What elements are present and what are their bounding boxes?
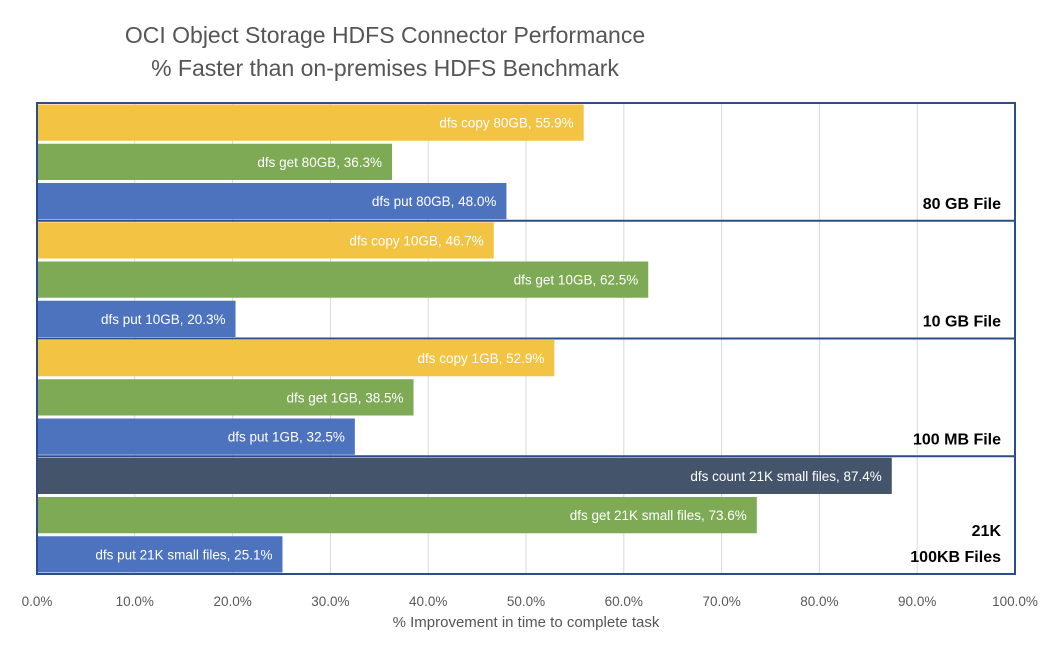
- chart-title: OCI Object Storage HDFS Connector Perfor…: [124, 22, 646, 48]
- x-tick-label: 0.0%: [22, 594, 53, 609]
- data-label: dfs get 1GB, 38.5%: [286, 390, 403, 405]
- data-label: dfs put 80GB, 48.0%: [372, 194, 497, 209]
- x-tick-label: 40.0%: [409, 594, 447, 609]
- bar-copy: [37, 104, 584, 141]
- group-label: 21K: [972, 523, 1002, 540]
- bar-put: [37, 300, 236, 337]
- x-tick-label: 80.0%: [800, 594, 838, 609]
- bar-copy: [37, 340, 555, 377]
- data-label: dfs copy 80GB, 55.9%: [439, 116, 573, 131]
- group-label: 80 GB File: [923, 196, 1001, 213]
- x-tick-label: 60.0%: [605, 594, 643, 609]
- data-label: dfs copy 10GB, 46.7%: [349, 233, 483, 248]
- data-label: dfs get 21K small files, 73.6%: [570, 508, 747, 523]
- x-tick-label: 50.0%: [507, 594, 545, 609]
- bar-get: [37, 497, 757, 534]
- bar-put: [37, 536, 283, 573]
- x-tick-label: 70.0%: [702, 594, 740, 609]
- bar-get: [37, 143, 393, 180]
- x-tick-label: 100.0%: [992, 594, 1038, 609]
- data-label: dfs get 10GB, 62.5%: [514, 273, 639, 288]
- data-label: dfs put 1GB, 32.5%: [228, 430, 345, 445]
- x-axis-label: % Improvement in time to complete task: [392, 614, 660, 631]
- data-label: dfs count 21K small files, 87.4%: [690, 469, 881, 484]
- group-label: 10 GB File: [923, 314, 1001, 331]
- group-label: 100 MB File: [913, 431, 1001, 448]
- data-label: dfs copy 1GB, 52.9%: [418, 351, 545, 366]
- x-tick-label: 30.0%: [311, 594, 349, 609]
- bar-get: [37, 261, 649, 298]
- data-label: dfs put 10GB, 20.3%: [101, 312, 226, 327]
- x-tick-label: 90.0%: [898, 594, 936, 609]
- bar-put: [37, 418, 355, 455]
- bar-copy: [37, 222, 494, 259]
- bar-get: [37, 379, 414, 416]
- chart-subtitle: % Faster than on-premises HDFS Benchmark: [151, 55, 619, 81]
- group-label: 100KB Files: [910, 549, 1001, 566]
- data-label: dfs put 21K small files, 25.1%: [95, 547, 272, 562]
- data-label: dfs get 80GB, 36.3%: [257, 155, 382, 170]
- bar-count: [37, 457, 892, 494]
- plot-border: [36, 102, 1016, 575]
- x-tick-label: 20.0%: [213, 594, 251, 609]
- x-tick-label: 10.0%: [116, 594, 154, 609]
- bar-put: [37, 183, 507, 220]
